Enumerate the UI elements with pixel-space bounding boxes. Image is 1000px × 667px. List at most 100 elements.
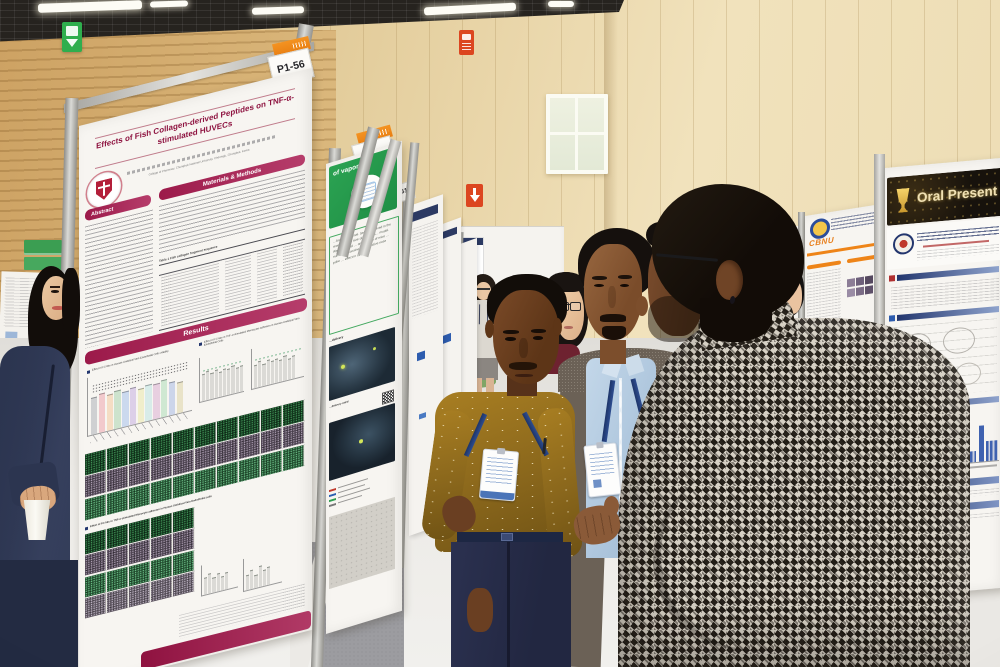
bar <box>279 359 283 383</box>
man-bun-nose-shadow <box>608 286 616 308</box>
bar <box>145 383 152 422</box>
bar <box>204 577 208 595</box>
bar <box>254 574 258 589</box>
bar <box>218 371 222 398</box>
frosted-window <box>546 94 608 174</box>
bar <box>287 358 291 381</box>
ceiling-light <box>423 2 517 16</box>
man-bun-face <box>584 244 642 340</box>
bar <box>214 369 218 399</box>
fire-sign-text <box>462 43 471 51</box>
bar <box>291 355 295 379</box>
exit-pictogram <box>66 26 78 36</box>
man-bun-brow <box>592 276 607 280</box>
bar <box>161 378 168 418</box>
bg-woman-skirt <box>470 358 498 380</box>
man-houndstooth-ear <box>716 260 743 300</box>
man-mustard-eye <box>533 336 543 340</box>
left-suit-person <box>0 334 90 667</box>
bar <box>114 389 121 430</box>
man-mustard-mouth <box>515 374 533 377</box>
man-mustard-nose-shadow <box>519 338 528 358</box>
distant-poster-green-banner <box>24 240 62 255</box>
man-bun-ear <box>636 296 648 316</box>
bar <box>266 359 270 386</box>
man-mustard-brow <box>503 330 519 334</box>
bar <box>176 381 183 414</box>
bar <box>235 367 239 393</box>
grey-bar-series <box>246 554 271 591</box>
grey-bar-series <box>204 561 229 595</box>
man-mustard-ear <box>485 320 494 338</box>
badge-footer-strip <box>479 490 515 501</box>
houndstooth-jacket-body <box>618 318 970 667</box>
man-houndstooth <box>560 180 1000 667</box>
arrow-sign-stem <box>473 188 476 195</box>
bar <box>270 360 274 385</box>
bar <box>137 387 145 424</box>
man-mustard <box>420 270 585 667</box>
badge-text-lines <box>485 456 514 486</box>
glasses-icon <box>570 302 581 311</box>
fig2-bullet-icon <box>199 342 202 347</box>
bar <box>262 569 266 587</box>
man-mustard-brow <box>531 329 546 333</box>
man-bun-neck <box>600 340 626 364</box>
glasses-bridge <box>567 304 570 306</box>
bar <box>212 576 216 593</box>
ceiling-light <box>548 1 574 7</box>
bar <box>216 572 220 592</box>
bar <box>258 565 262 588</box>
left-woman-brow <box>50 286 60 288</box>
exit-arrow-icon <box>66 39 78 47</box>
man-mustard-face <box>493 290 559 384</box>
man-bun-mustache <box>600 314 626 322</box>
bar <box>210 372 214 400</box>
man-bun-eye <box>620 284 629 287</box>
man-mustard-eye <box>505 337 516 341</box>
bar <box>122 390 129 428</box>
suit-trouser <box>0 560 78 667</box>
bar <box>254 364 258 389</box>
bar <box>231 365 235 395</box>
trouser-crease <box>507 542 510 667</box>
bar <box>274 358 279 384</box>
man-mustard-ear <box>553 318 562 336</box>
fire-sign-glyph <box>462 34 471 40</box>
bar <box>266 566 271 586</box>
arrow-sign <box>466 184 483 207</box>
man-bun-eye <box>594 284 604 287</box>
arrow-sign-head <box>469 195 480 202</box>
paper-cup <box>23 500 51 540</box>
grey-bar-series <box>254 340 295 389</box>
bar <box>220 575 224 591</box>
adhesion-chart-b <box>251 335 304 391</box>
small-chart-d <box>243 549 282 593</box>
fire-sign <box>459 30 474 55</box>
man-houndstooth-thumb <box>604 496 619 516</box>
bar <box>224 571 229 590</box>
man-bun-goatee <box>602 326 626 340</box>
man-mustard-badge <box>478 447 520 502</box>
bar <box>239 365 243 392</box>
left-woman-eye <box>51 290 59 293</box>
man-mustard-belt <box>457 532 563 542</box>
bar <box>222 368 227 397</box>
badge-clip-icon <box>496 447 506 455</box>
left-woman-lips <box>52 306 64 310</box>
bar <box>202 373 206 402</box>
adhesion-chart-a <box>199 346 244 404</box>
table-col-gap <box>219 259 225 315</box>
bar <box>250 569 254 590</box>
table-col-gap <box>251 251 257 307</box>
man-mustard-hand-down <box>467 588 493 632</box>
bar <box>258 360 262 388</box>
crest-cross <box>103 182 105 196</box>
belt-buckle-icon <box>501 533 513 541</box>
man-houndstooth-nape <box>700 298 772 342</box>
bar <box>153 382 160 420</box>
bar <box>246 574 250 591</box>
p156-poster: Effects of Fish Collagen-derived Peptide… <box>79 67 312 667</box>
shirt-placket <box>619 378 622 556</box>
